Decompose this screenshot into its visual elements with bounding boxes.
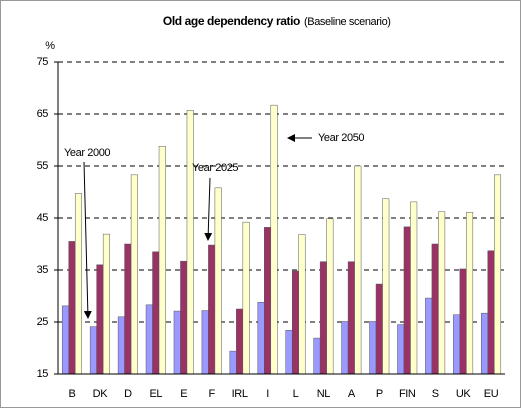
x-tick-label: EL: [149, 388, 162, 400]
bar: [201, 310, 209, 375]
bar: [130, 174, 138, 375]
x-tick-label: E: [180, 388, 187, 400]
x-tick-label: DK: [93, 388, 109, 400]
bar: [326, 218, 334, 375]
bar: [117, 316, 125, 375]
bar: [229, 350, 237, 375]
bar: [74, 193, 82, 375]
chart-subtitle: (Baseline scenario): [304, 16, 391, 28]
bar: [313, 337, 321, 375]
bar: [319, 261, 327, 375]
bar: [214, 187, 222, 375]
bar: [410, 201, 418, 375]
arrow: [204, 177, 213, 241]
bar: [403, 226, 411, 375]
x-tick-label: L: [293, 388, 299, 400]
x-tick-label: FIN: [399, 388, 416, 400]
bar: [89, 326, 97, 375]
bar: [369, 321, 377, 375]
bar: [298, 234, 306, 375]
bar: [96, 264, 104, 375]
bar: [152, 251, 160, 375]
bar: [180, 260, 188, 375]
x-tick-label: F: [208, 388, 215, 400]
bar: [375, 283, 383, 375]
x-tick-label: D: [124, 388, 132, 400]
bar: [158, 145, 166, 375]
y-tick-label: 15: [37, 368, 49, 380]
x-tick-label: I: [266, 388, 269, 400]
bar: [257, 301, 265, 375]
y-tick-label: 45: [37, 212, 49, 224]
chart-title: Old age dependency ratio: [163, 14, 300, 28]
bar: [397, 324, 405, 375]
bar: [382, 198, 390, 375]
bar: [270, 104, 278, 375]
bar: [124, 243, 132, 375]
x-tick-label: UK: [456, 388, 472, 400]
x-tick-label: A: [348, 388, 356, 400]
bar: [341, 321, 349, 375]
annotation: Year 2050: [318, 132, 364, 144]
bar: [494, 174, 502, 375]
y-tick-label: 35: [37, 264, 49, 276]
y-tick-label: 75: [37, 56, 49, 68]
annotation: Year 2000: [64, 147, 110, 159]
bar: [145, 304, 153, 375]
x-tick-label: IRL: [232, 388, 248, 400]
x-tick-label: B: [69, 388, 76, 400]
x-tick-label: S: [432, 388, 439, 400]
bar: [186, 110, 194, 375]
y-tick-label: 65: [37, 108, 49, 120]
bar: [102, 233, 110, 375]
bar: [466, 212, 474, 375]
y-tick-label: 55: [37, 160, 49, 172]
annotation: Year 2025: [192, 162, 238, 174]
x-tick-label: P: [376, 388, 383, 400]
bar: [347, 261, 355, 375]
bar: [425, 297, 433, 375]
bar: [242, 221, 250, 375]
bar: [236, 308, 244, 375]
bar: [264, 227, 272, 375]
bar: [68, 241, 76, 375]
bar: [487, 250, 495, 375]
bar: [431, 243, 439, 375]
bar: [438, 211, 446, 375]
plot: 15 25 35 45 55 65 75 B DK D EL E F IRL I L NL A P FIN S UK EU: [37, 56, 505, 400]
arrow: [83, 161, 92, 319]
bar: [481, 312, 489, 375]
y-tick-label: 25: [37, 316, 49, 328]
y-axis-label: %: [45, 40, 55, 52]
bar: [61, 305, 69, 375]
bar: [285, 330, 293, 375]
x-tick-label: EU: [484, 388, 499, 400]
bar: [453, 314, 461, 375]
bar: [291, 270, 299, 375]
bar: [354, 165, 362, 375]
bar: [459, 268, 467, 375]
bar: [173, 310, 181, 375]
bar: [208, 244, 216, 375]
x-tick-label: NL: [317, 388, 331, 400]
